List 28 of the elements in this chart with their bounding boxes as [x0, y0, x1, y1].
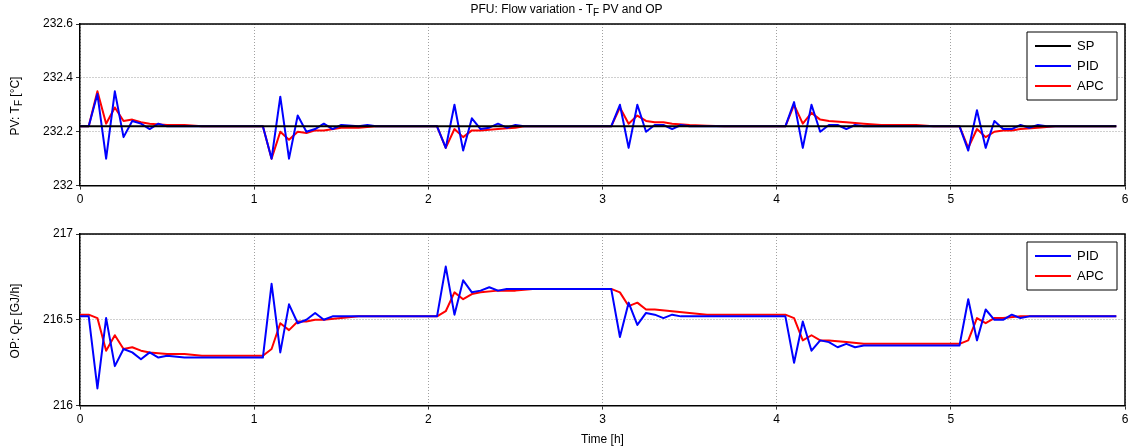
legend-label: PID	[1077, 247, 1099, 263]
legend-label: APC	[1077, 77, 1104, 93]
x-tick-label: 2	[424, 192, 432, 207]
y-tick-label: 232.4	[42, 70, 74, 85]
x-tick-label: 0	[76, 412, 84, 427]
x-tick-label: 6	[1121, 412, 1129, 427]
x-tick-label: 5	[947, 412, 955, 427]
x-tick-label: 1	[250, 192, 258, 207]
y-tick-label: 216	[52, 397, 74, 412]
y-tick-label: 217	[52, 226, 74, 241]
x-tick-label: 2	[424, 412, 432, 427]
x-axis-title: Time [h]	[580, 432, 625, 446]
x-tick-label: 4	[773, 412, 781, 427]
x-tick-label: 1	[250, 412, 258, 427]
x-tick-label: 4	[773, 192, 781, 207]
y-tick-label: 232	[52, 177, 74, 192]
x-tick-label: 6	[1121, 192, 1129, 207]
y-tick-label: 232.2	[42, 124, 74, 139]
x-tick-label: 0	[76, 192, 84, 207]
legend-label: APC	[1077, 267, 1104, 283]
legend-label: PID	[1077, 57, 1099, 73]
x-tick-label: 3	[599, 192, 607, 207]
y-tick-label: 216.5	[42, 312, 74, 327]
y-tick-label: 232.6	[42, 16, 74, 31]
chart-title: PFU: Flow variation - T$_{F}$ PV and OP	[470, 2, 663, 19]
x-tick-label: 5	[947, 192, 955, 207]
x-tick-label: 3	[599, 412, 607, 427]
legend-label: SP	[1077, 37, 1095, 53]
